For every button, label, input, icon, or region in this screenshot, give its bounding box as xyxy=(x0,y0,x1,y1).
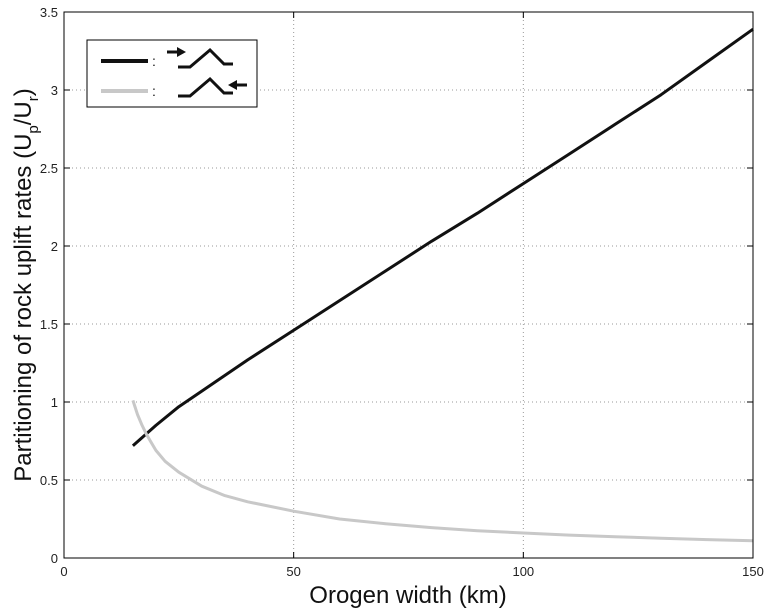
legend-box xyxy=(86,39,258,108)
legend: : : xyxy=(86,39,258,108)
plot-frame xyxy=(63,11,754,559)
x-axis-label: Orogen width (km) xyxy=(309,582,506,609)
arrow-left-into-retrowedge-icon xyxy=(178,76,247,98)
x-tick-label: 100 xyxy=(512,564,534,579)
series-line-1 xyxy=(131,27,754,447)
series-line-2 xyxy=(131,399,754,543)
y-tick-label: 3.5 xyxy=(40,5,58,20)
ticks: 0 50 100 150 0 0.5 1 1.5 2 2.5 3 3.5 xyxy=(40,5,764,579)
y-tick-label: 2.5 xyxy=(40,161,58,176)
x-tick-label: 150 xyxy=(742,564,764,579)
arrow-right-into-prowedge-icon xyxy=(167,47,233,69)
y-tick-label: 1.5 xyxy=(40,317,58,332)
y-tick-label: 3 xyxy=(51,83,58,98)
y-axis-label: Partitioning of rock uplift rates (Up/Ur… xyxy=(10,88,42,481)
y-tick-label: 0.5 xyxy=(40,473,58,488)
y-tick-label: 2 xyxy=(51,239,58,254)
series-lines xyxy=(131,27,754,543)
x-tick-label: 50 xyxy=(286,564,300,579)
grid-lines xyxy=(64,12,753,558)
legend-separator-1: : xyxy=(152,53,156,69)
x-tick-label: 0 xyxy=(60,564,67,579)
y-tick-label: 0 xyxy=(51,551,58,566)
y-tick-label: 1 xyxy=(51,395,58,410)
legend-separator-2: : xyxy=(152,83,156,99)
